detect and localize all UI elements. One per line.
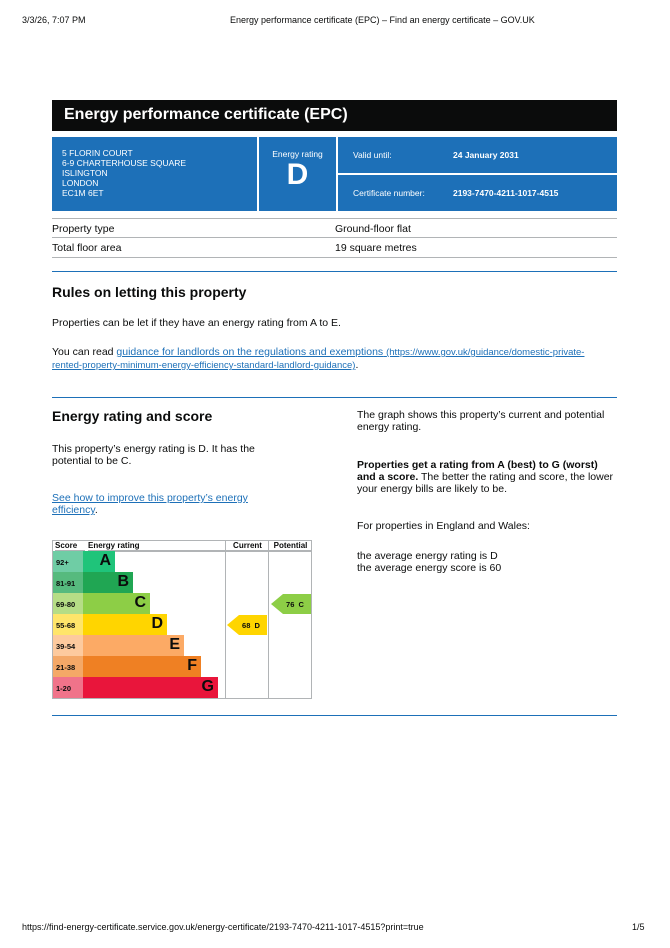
section-divider <box>52 397 617 398</box>
address-line: 5 FLORIN COURT <box>62 148 133 158</box>
band-bar: C <box>83 593 150 614</box>
address-line: 6-9 CHARTERHOUSE SQUARE <box>62 158 187 168</box>
graph-description: The graph shows this property’s current … <box>357 409 605 433</box>
valid-until-value: 24 January 2031 <box>453 150 519 160</box>
valid-until-row: Valid until: 24 January 2031 <box>338 137 617 173</box>
band-score: 55-68 <box>53 614 83 635</box>
certificate-number-row: Certificate number: 2193-7470-4211-1017-4… <box>338 175 617 211</box>
property-address: 5 FLORIN COURT 6-9 CHARTERHOUSE SQUARE I… <box>52 137 257 211</box>
band-bar: A <box>83 551 115 572</box>
divider <box>268 541 269 698</box>
certificate-number-value: 2193-7470-4211-1017-4515 <box>453 188 559 198</box>
band-bar: E <box>83 635 184 656</box>
improve-text: See how to improve this property’s energ… <box>52 492 248 516</box>
print-page-title: Energy performance certificate (EPC) – F… <box>230 15 535 25</box>
property-type-label: Property type <box>52 223 115 235</box>
header-energy-rating: Energy rating <box>88 541 226 551</box>
score-text: This property’s energy rating is D. It h… <box>52 443 255 467</box>
band-bar: B <box>83 572 133 593</box>
property-type-row: Property type Ground-floor flat <box>52 218 617 238</box>
band-score: 1-20 <box>53 677 83 698</box>
floor-area-value: 19 square metres <box>335 242 417 254</box>
print-datetime: 3/3/26, 7:07 PM <box>22 15 86 25</box>
band-score: 69-80 <box>53 593 83 614</box>
energy-rating-chart: Score Energy rating Current Potential 92… <box>52 540 312 699</box>
valid-until-label: Valid until: <box>353 150 392 160</box>
text: . <box>355 359 359 371</box>
band-bar: D <box>83 614 167 635</box>
average-rating: the average energy rating is D <box>357 550 498 562</box>
improve-efficiency-link[interactable]: See how to improve this property’s energ… <box>52 492 248 516</box>
section-divider <box>52 271 617 272</box>
average-score: the average energy score is 60 <box>357 562 502 574</box>
divider <box>225 541 226 698</box>
header-score: Score <box>55 541 85 551</box>
energy-rating-label: Energy rating <box>272 149 323 159</box>
text: You can read <box>52 346 117 358</box>
print-page-number: 1/5 <box>632 922 645 932</box>
band-score: 92+ <box>53 551 83 572</box>
floor-area-row: Total floor area 19 square metres <box>52 238 617 258</box>
guidance-link[interactable]: guidance for landlords on the regulation… <box>52 346 585 371</box>
address-line: ISLINGTON <box>62 168 108 178</box>
band-bar: F <box>83 656 201 677</box>
energy-rating-value: D <box>286 158 309 191</box>
england-wales-text: For properties in England and Wales: <box>357 520 530 532</box>
band-score: 81-91 <box>53 572 83 593</box>
score-heading: Energy rating and score <box>52 408 213 424</box>
address-line: EC1M 6ET <box>62 188 104 198</box>
header-current: Current <box>226 541 269 551</box>
rules-guidance-text: You can read guidance for landlords on t… <box>52 346 597 372</box>
rating-explanation: Properties get a rating from A (best) to… <box>357 459 614 495</box>
band-bar: G <box>83 677 218 698</box>
floor-area-label: Total floor area <box>52 242 122 254</box>
band-score: 21-38 <box>53 656 83 677</box>
header-potential: Potential <box>269 541 312 551</box>
property-type-value: Ground-floor flat <box>335 223 411 235</box>
rules-heading: Rules on letting this property <box>52 284 247 300</box>
certificate-number-label: Certificate number: <box>353 188 425 198</box>
energy-rating-box: Energy rating D <box>259 137 336 211</box>
page-title: Energy performance certificate (EPC) <box>52 100 617 131</box>
address-line: LONDON <box>62 178 99 188</box>
rules-text: Properties can be let if they have an en… <box>52 317 341 329</box>
current-rating-arrow: 68 D <box>227 615 267 635</box>
print-url: https://find-energy-certificate.service.… <box>22 922 424 932</box>
section-divider <box>52 715 617 716</box>
band-score: 39-54 <box>53 635 83 656</box>
potential-rating-arrow: 76 C <box>271 594 311 614</box>
